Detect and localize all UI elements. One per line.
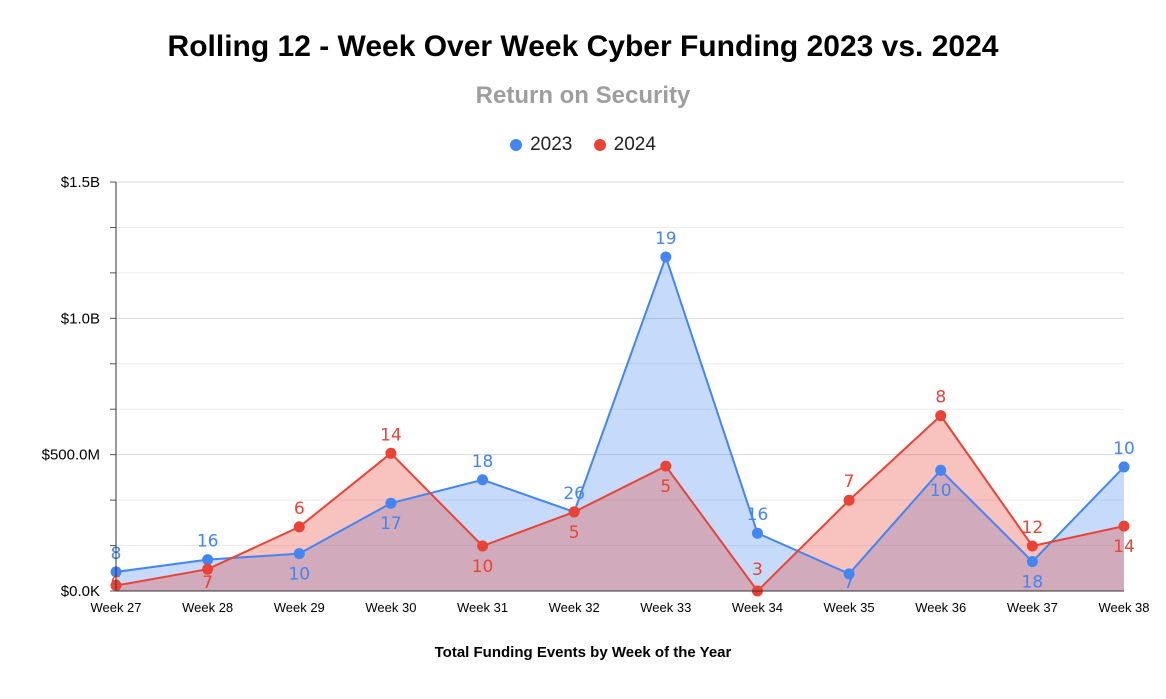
x-tick-label: Week 32 xyxy=(549,600,600,615)
data-label-2024: 5 xyxy=(569,523,580,543)
series-2023-point xyxy=(293,548,305,560)
data-label-2024: 3 xyxy=(752,560,763,580)
data-label-2023: 7 xyxy=(844,573,855,593)
point-layer xyxy=(110,251,1130,597)
x-tick-label: Week 34 xyxy=(732,600,783,615)
grid-layer xyxy=(116,181,1124,547)
data-label-2023: 10 xyxy=(288,565,310,585)
x-tick-label: Week 27 xyxy=(90,600,141,615)
x-tick-label: Week 37 xyxy=(1007,600,1058,615)
series-2023-point xyxy=(1026,556,1038,568)
data-label-2024: 6 xyxy=(294,499,305,519)
chart-subtitle: Return on Security xyxy=(475,82,691,109)
data-label-2024: 7 xyxy=(844,472,855,492)
data-label-2024: 14 xyxy=(380,425,402,445)
series-2023-point xyxy=(751,527,763,539)
legend-label-2024: 2024 xyxy=(613,134,656,155)
series-2024-point xyxy=(1118,520,1130,532)
series-2024-point xyxy=(385,447,397,459)
data-label-2023: 26 xyxy=(563,484,585,504)
series-2023-point xyxy=(202,554,214,566)
series-2023-point xyxy=(660,251,672,263)
legend-item-2023: 2023 xyxy=(510,134,572,156)
data-label-2023: 16 xyxy=(197,532,219,552)
series-2024-point xyxy=(477,540,489,552)
y-tick-label: $500.0M xyxy=(42,447,100,464)
series-2024-point xyxy=(935,410,947,422)
data-label-2024: 5 xyxy=(660,477,671,497)
data-label-2023: 18 xyxy=(1022,573,1044,593)
series-2024-point xyxy=(660,460,672,472)
axis-layer: $0.0K $500.0M $1.0B $1.5B Week 27 Week 28 Week… xyxy=(42,174,1150,615)
data-label-2023: 17 xyxy=(380,514,402,534)
x-tick-label: Week 28 xyxy=(182,600,233,615)
data-label-2024: 14 xyxy=(1113,537,1135,557)
legend-item-2024: 2024 xyxy=(593,134,656,156)
data-label-2023: 16 xyxy=(747,505,769,525)
series-2023-point xyxy=(385,497,397,509)
legend-marker-2024 xyxy=(593,139,606,151)
y-tick-label: $1.5B xyxy=(61,174,100,191)
series-2024-line xyxy=(115,414,1125,593)
series-2023-line xyxy=(115,253,1125,576)
x-tick-label: Week 29 xyxy=(274,600,325,615)
data-label-2024: 12 xyxy=(1022,518,1044,538)
series-2023-point xyxy=(477,474,489,486)
x-tick-label: Week 36 xyxy=(915,600,966,615)
data-label-2023: 19 xyxy=(655,229,677,249)
series-2023-area xyxy=(116,256,1124,591)
x-tick-label: Week 38 xyxy=(1098,600,1149,615)
series-2024-point xyxy=(293,521,305,533)
data-label-2023: 10 xyxy=(1113,439,1135,459)
data-label-2023: 18 xyxy=(472,452,494,472)
data-label-2023: 10 xyxy=(930,481,952,501)
data-label-2024: 10 xyxy=(472,557,494,577)
x-tick-label: Week 31 xyxy=(457,600,508,615)
series-2023-point xyxy=(843,568,855,580)
series-2023-point xyxy=(935,464,947,476)
data-label-2024: 7 xyxy=(202,573,213,593)
series-2024-point xyxy=(568,506,580,518)
y-tick-label: $0.0K xyxy=(61,583,100,600)
chart-legend: 2023 2024 xyxy=(0,134,1166,156)
x-tick-label: Week 30 xyxy=(365,600,416,615)
legend-label-2023: 2023 xyxy=(530,134,573,155)
chart-title: Rolling 12 - Week Over Week Cyber Fundin… xyxy=(167,30,999,63)
series-2024-point xyxy=(1026,540,1038,552)
data-label-2024: 8 xyxy=(935,388,946,408)
series-2024-point xyxy=(843,494,855,506)
x-tick-label: Week 35 xyxy=(824,600,875,615)
x-axis-title: Total Funding Events by Week of the Year xyxy=(434,644,732,661)
line-layer xyxy=(115,253,1125,593)
legend-marker-2023 xyxy=(510,139,523,151)
x-tick-label: Week 33 xyxy=(640,600,691,615)
series-2024-point xyxy=(202,563,214,575)
series-2023-point xyxy=(1118,461,1130,473)
y-tick-label: $1.0B xyxy=(61,310,100,327)
